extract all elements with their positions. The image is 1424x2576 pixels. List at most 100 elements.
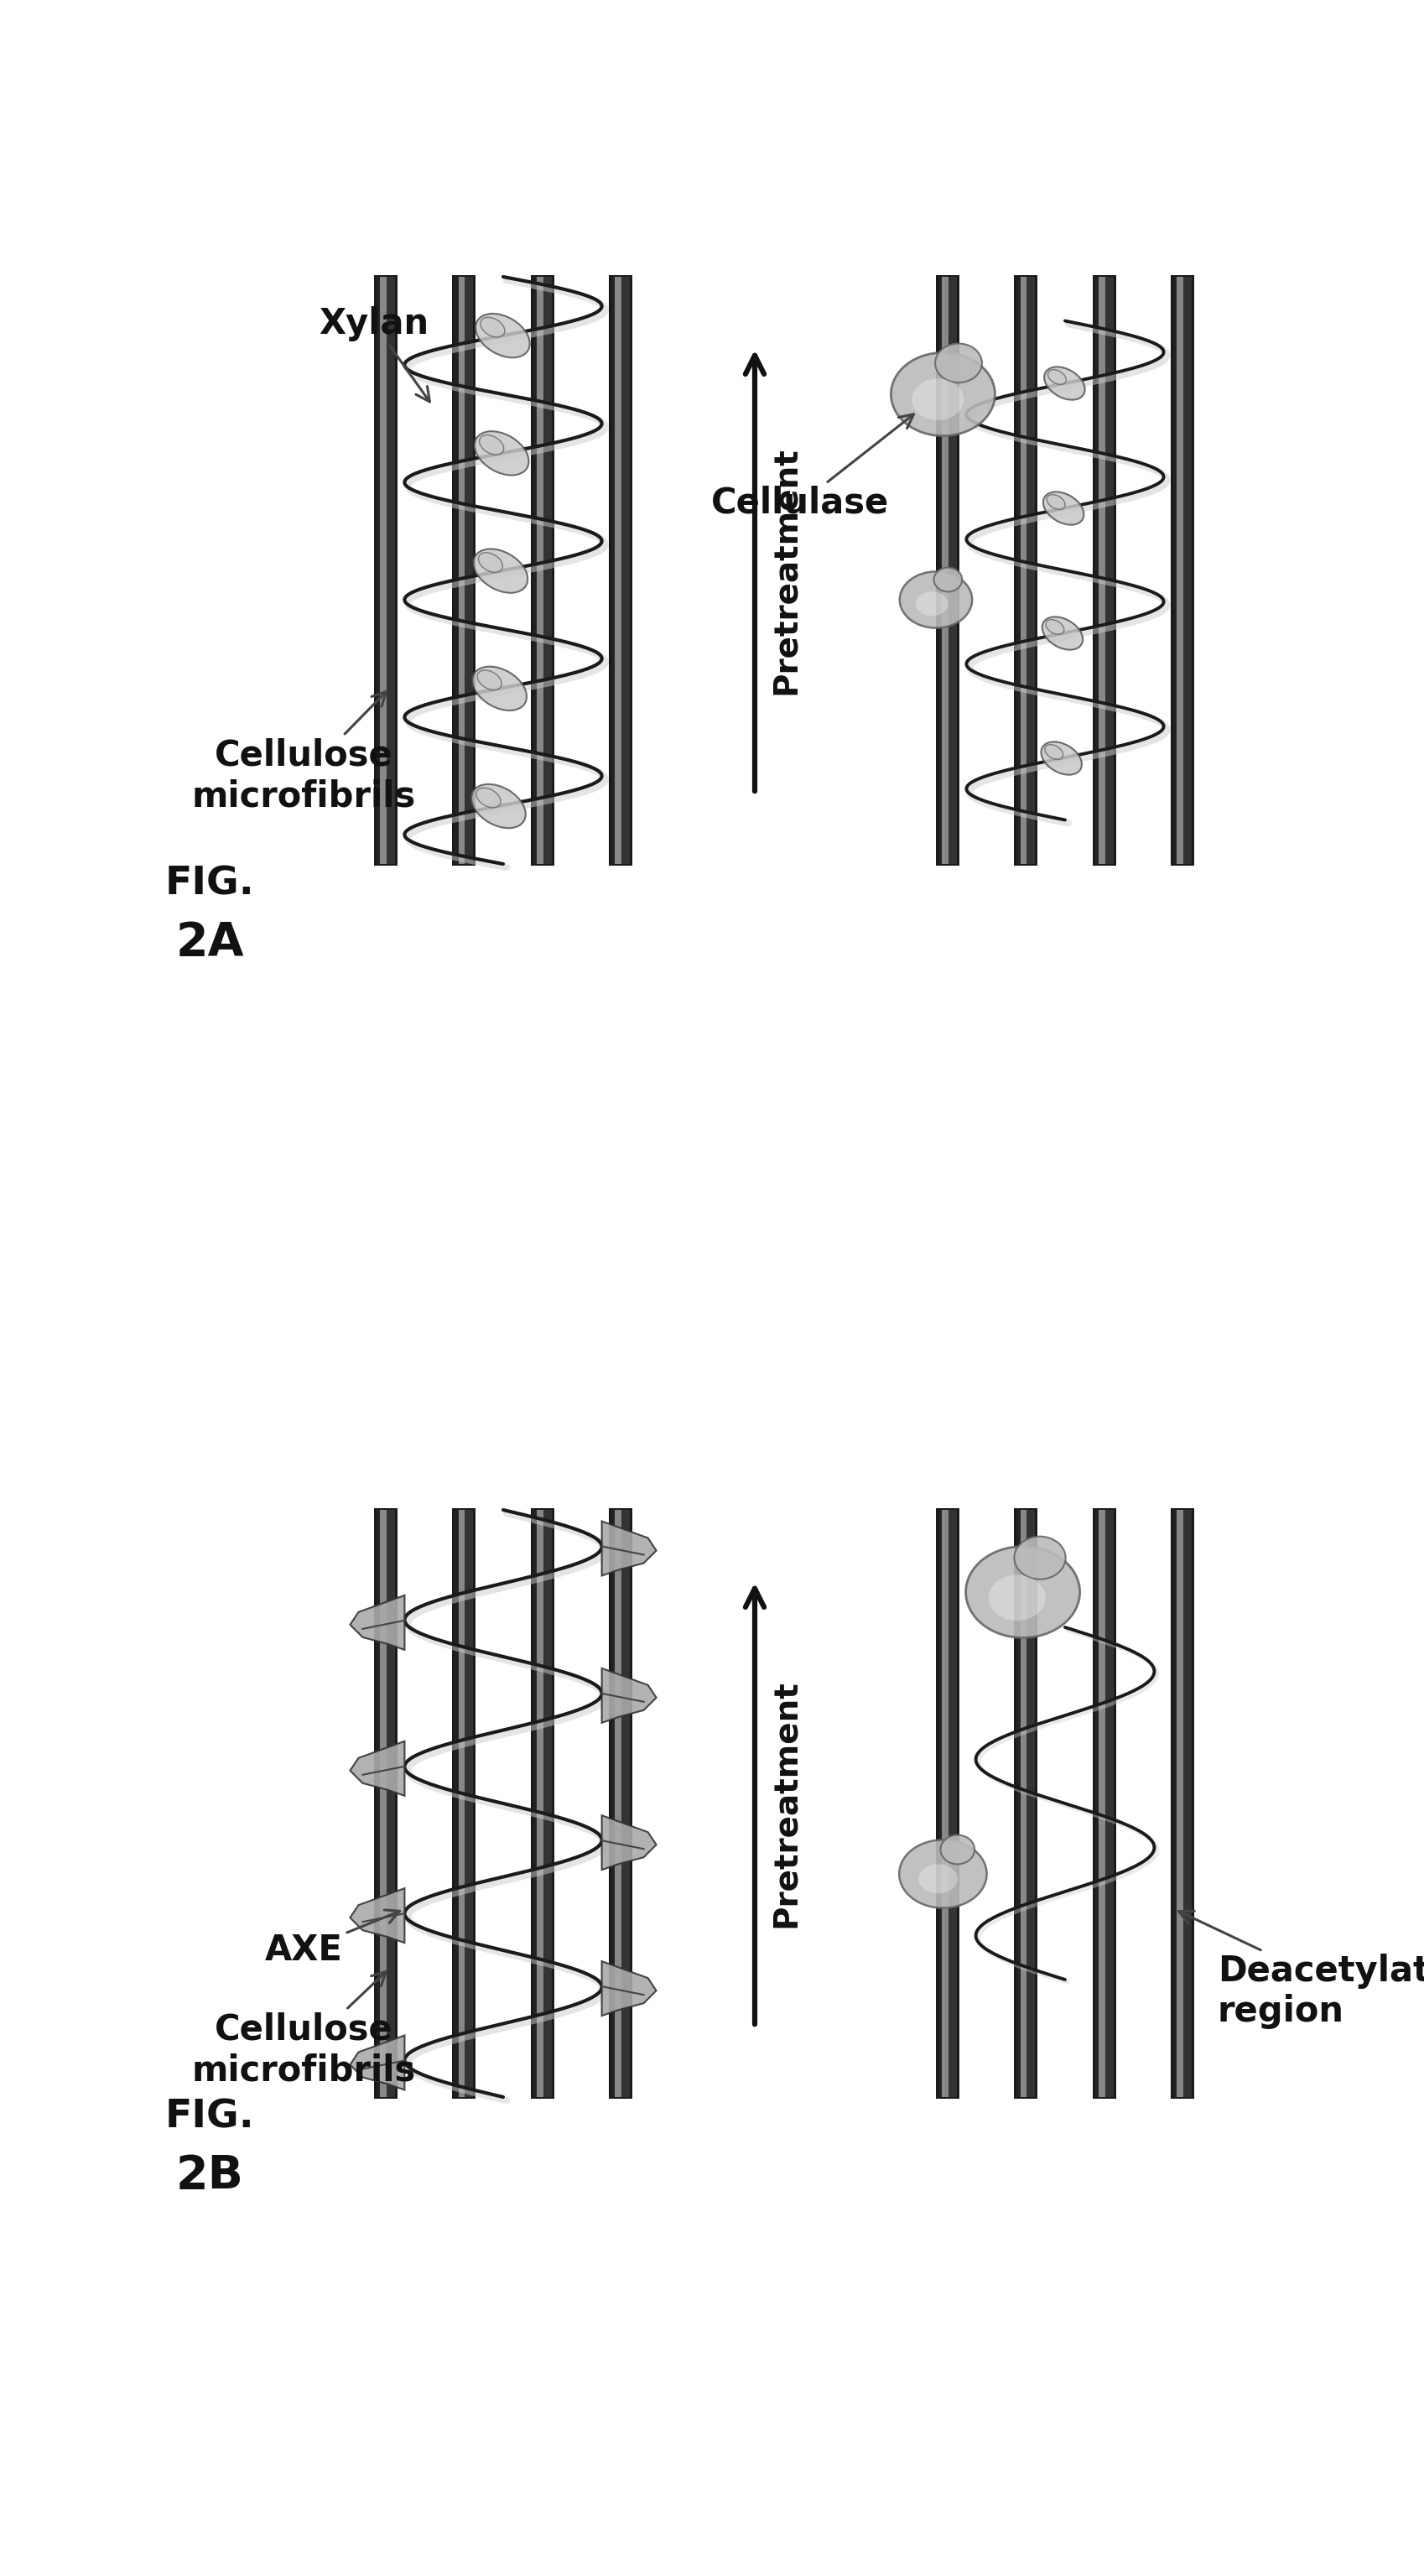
Bar bbox=[1014, 1507, 1038, 2099]
Bar bbox=[1014, 276, 1038, 866]
Bar bbox=[454, 1510, 459, 2097]
Ellipse shape bbox=[1047, 495, 1065, 510]
Bar bbox=[938, 1510, 943, 2097]
Bar bbox=[1099, 276, 1105, 863]
Bar bbox=[376, 1510, 380, 2097]
Bar bbox=[537, 1510, 543, 2097]
Bar bbox=[1021, 1510, 1027, 2097]
Bar bbox=[375, 276, 397, 866]
Ellipse shape bbox=[988, 1574, 1045, 1620]
Bar bbox=[466, 276, 473, 863]
Bar bbox=[459, 1510, 466, 2097]
Polygon shape bbox=[602, 1522, 656, 1577]
Ellipse shape bbox=[911, 379, 964, 420]
Bar bbox=[453, 1507, 476, 2099]
Bar bbox=[1105, 1510, 1114, 2097]
Bar bbox=[1173, 276, 1178, 863]
Bar bbox=[621, 276, 629, 863]
Bar bbox=[1173, 1510, 1178, 2097]
Text: Pretreatment: Pretreatment bbox=[770, 1680, 802, 1927]
Text: AXE: AXE bbox=[265, 1909, 400, 1968]
Bar bbox=[943, 276, 948, 863]
Bar bbox=[1105, 276, 1114, 863]
Ellipse shape bbox=[480, 435, 504, 456]
Ellipse shape bbox=[476, 788, 501, 809]
Bar bbox=[611, 1510, 615, 2097]
Ellipse shape bbox=[473, 667, 527, 711]
Bar bbox=[537, 276, 543, 863]
Bar bbox=[1178, 1510, 1183, 2097]
Bar bbox=[1178, 276, 1183, 863]
Ellipse shape bbox=[474, 430, 528, 474]
Text: FIG.: FIG. bbox=[165, 2099, 255, 2136]
Ellipse shape bbox=[1044, 492, 1084, 526]
Text: Xylan: Xylan bbox=[319, 307, 430, 402]
Bar bbox=[1095, 1510, 1099, 2097]
Text: Cellulose
microfibrils: Cellulose microfibrils bbox=[191, 690, 416, 814]
Bar bbox=[1027, 276, 1035, 863]
Polygon shape bbox=[350, 1741, 404, 1795]
Bar bbox=[380, 1510, 387, 2097]
Bar bbox=[543, 1510, 551, 2097]
Bar bbox=[938, 276, 943, 863]
Polygon shape bbox=[350, 1888, 404, 1942]
Bar bbox=[380, 276, 387, 863]
Bar bbox=[533, 1510, 537, 2097]
Bar bbox=[459, 276, 466, 863]
Bar bbox=[531, 1507, 554, 2099]
Bar bbox=[621, 1510, 629, 2097]
Bar bbox=[948, 1510, 957, 2097]
Bar bbox=[611, 276, 615, 863]
Bar bbox=[936, 1507, 960, 2099]
Bar bbox=[1092, 1507, 1116, 2099]
Bar bbox=[615, 1510, 621, 2097]
Bar bbox=[943, 1510, 948, 2097]
Bar bbox=[533, 276, 537, 863]
Ellipse shape bbox=[1014, 1535, 1065, 1579]
Bar bbox=[1095, 276, 1099, 863]
Bar bbox=[615, 276, 621, 863]
Bar bbox=[375, 1507, 397, 2099]
Bar bbox=[543, 276, 551, 863]
Text: Deacetylated
region: Deacetylated region bbox=[1179, 1911, 1424, 2030]
Bar bbox=[1017, 276, 1021, 863]
Bar bbox=[609, 276, 632, 866]
Ellipse shape bbox=[477, 670, 501, 690]
Bar bbox=[1092, 276, 1116, 866]
Ellipse shape bbox=[480, 317, 504, 337]
Ellipse shape bbox=[1048, 368, 1067, 384]
Ellipse shape bbox=[936, 343, 983, 384]
Text: Cellulose
microfibrils: Cellulose microfibrils bbox=[191, 1971, 416, 2089]
Ellipse shape bbox=[891, 353, 995, 435]
Ellipse shape bbox=[918, 1865, 957, 1893]
Bar bbox=[1099, 1510, 1105, 2097]
Ellipse shape bbox=[1045, 744, 1064, 760]
Bar bbox=[609, 1507, 632, 2099]
Polygon shape bbox=[350, 1595, 404, 1649]
Bar bbox=[376, 276, 380, 863]
Bar bbox=[1171, 276, 1195, 866]
Ellipse shape bbox=[900, 572, 973, 629]
Ellipse shape bbox=[899, 1839, 987, 1909]
Ellipse shape bbox=[1041, 742, 1082, 775]
Text: Cellulase: Cellulase bbox=[712, 415, 914, 520]
Bar bbox=[936, 276, 960, 866]
Ellipse shape bbox=[934, 567, 963, 592]
Bar bbox=[948, 276, 957, 863]
Ellipse shape bbox=[474, 549, 528, 592]
Bar bbox=[1183, 276, 1192, 863]
Bar bbox=[387, 1510, 394, 2097]
Ellipse shape bbox=[916, 592, 948, 616]
Bar bbox=[1027, 1510, 1035, 2097]
Bar bbox=[453, 276, 476, 866]
Bar bbox=[1171, 1507, 1195, 2099]
Text: 2B: 2B bbox=[175, 2154, 244, 2197]
Ellipse shape bbox=[476, 314, 530, 358]
Polygon shape bbox=[602, 1669, 656, 1723]
Ellipse shape bbox=[1042, 616, 1082, 649]
Text: FIG.: FIG. bbox=[165, 866, 255, 904]
Ellipse shape bbox=[471, 783, 525, 827]
Polygon shape bbox=[350, 2035, 404, 2089]
Text: 2A: 2A bbox=[175, 920, 244, 966]
Bar bbox=[387, 276, 394, 863]
